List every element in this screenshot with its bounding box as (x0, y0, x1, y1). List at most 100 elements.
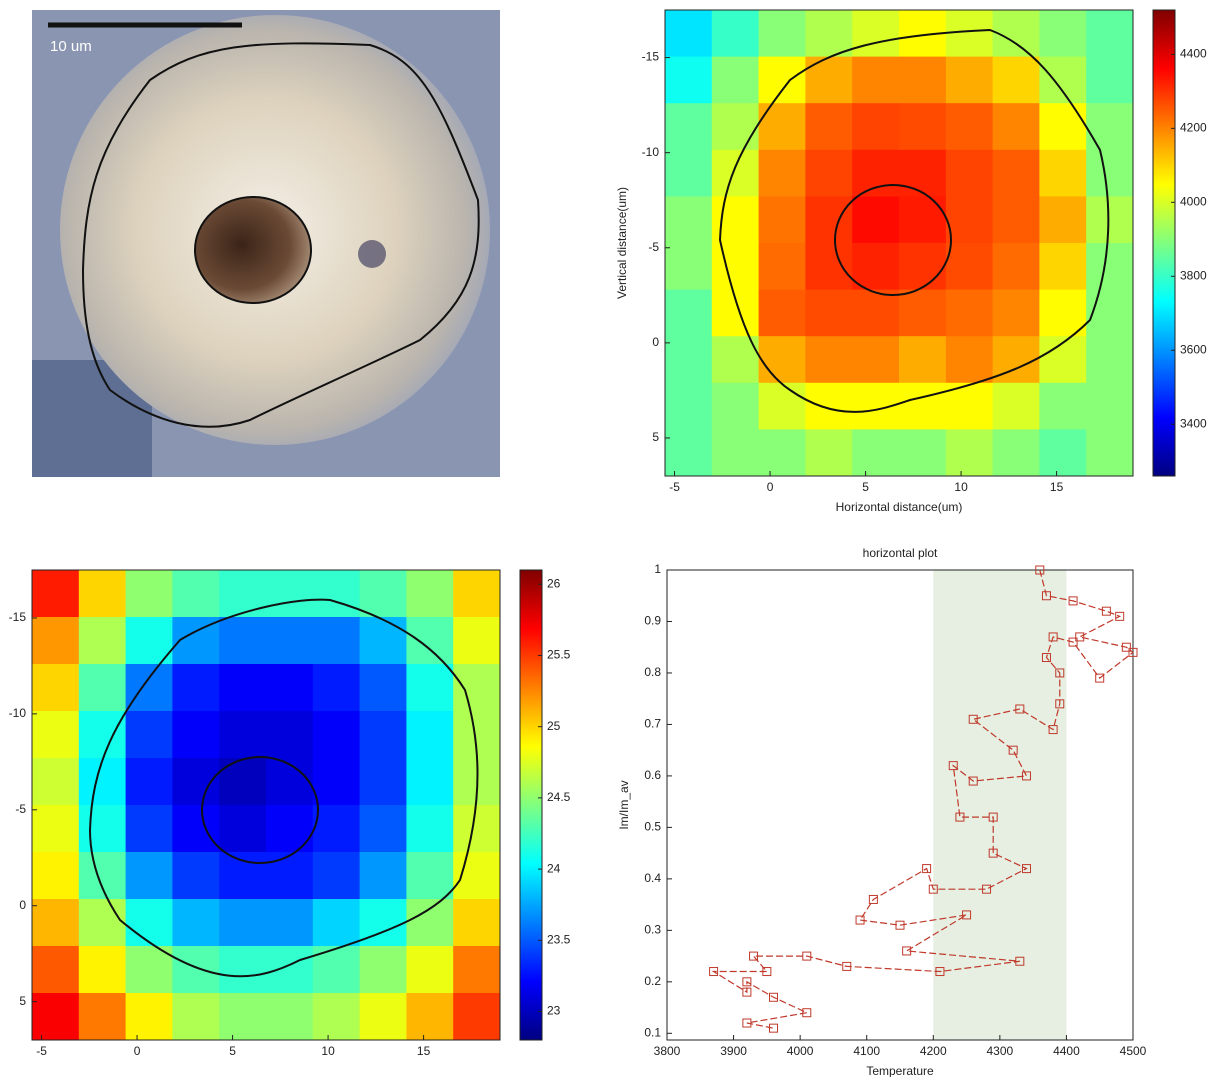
heatmap-cell (266, 899, 313, 947)
x-tick-label: 15 (417, 1044, 431, 1058)
heatmap-cell (759, 429, 806, 476)
page: {"chart_data": [ {"type": "image", "anno… (0, 0, 1216, 1077)
x-axis-label: Temperature (866, 1064, 934, 1077)
heatmap-cell (805, 290, 852, 337)
heatmap-cell (266, 711, 313, 759)
heatmap-cell (993, 196, 1040, 243)
y-tick-label: 5 (19, 994, 26, 1008)
colorbar-tick-label: 3400 (1180, 416, 1207, 430)
colorbar-tick-label: 25 (547, 719, 561, 733)
heatmap-cell (899, 429, 946, 476)
x-tick-label: 0 (767, 480, 774, 494)
heatmap-cell (126, 570, 173, 618)
heatmap-cell (712, 150, 759, 197)
heatmap-cell (946, 290, 993, 337)
heatmap-cell (406, 993, 453, 1041)
heatmap-cell (1086, 103, 1133, 150)
heatmap-cell (899, 196, 946, 243)
y-tick-label: 0.4 (644, 871, 661, 885)
heatmap-cell (899, 243, 946, 290)
colorbar-tick-label: 23.5 (547, 932, 571, 946)
heatmap-cell (852, 290, 899, 337)
heatmap-cell (993, 383, 1040, 430)
heatmap-cell (79, 993, 126, 1041)
heatmap-cell (172, 946, 219, 994)
heatmap-cell (219, 758, 266, 806)
heatmap-cell (406, 758, 453, 806)
heatmap-cell (759, 243, 806, 290)
y-tick-label: -10 (642, 145, 660, 159)
x-tick-label: 5 (862, 480, 869, 494)
heatmap-cell (79, 805, 126, 853)
heatmap-cell (993, 243, 1040, 290)
heatmap-cell (993, 429, 1040, 476)
heatmap-cell (79, 899, 126, 947)
colorbar (1153, 10, 1175, 476)
heatmap-cell (32, 946, 79, 994)
x-tick-label: 10 (954, 480, 968, 494)
heatmap-cell (266, 664, 313, 712)
heatmap-cell (899, 150, 946, 197)
heatmap-cell (805, 336, 852, 383)
heatmap-cell (79, 758, 126, 806)
heatmap-cell (219, 899, 266, 947)
heatmap-cell (852, 150, 899, 197)
heatmap-cell (219, 805, 266, 853)
heatmap-cell (805, 150, 852, 197)
heatmap-cell (32, 570, 79, 618)
heatmap-cell (219, 852, 266, 900)
heatmap-cell (759, 10, 806, 57)
heatmap-cell (126, 805, 173, 853)
heatmap-cell (32, 805, 79, 853)
heatmap-cell (1039, 10, 1086, 57)
x-tick-label: -5 (36, 1044, 47, 1058)
y-tick-label: 0.7 (644, 717, 661, 731)
heatmap-cell (266, 617, 313, 665)
heatmap-cell (712, 243, 759, 290)
y-tick-label: -15 (642, 50, 660, 64)
heatmap-cell (946, 150, 993, 197)
heatmap-cell (360, 899, 407, 947)
heatmap-cell (993, 290, 1040, 337)
heatmap-cell (665, 103, 712, 150)
x-tick-label: 10 (321, 1044, 335, 1058)
heatmap-cell (313, 570, 360, 618)
scale-bar-label: 10 um (50, 38, 92, 55)
heatmap-cell (453, 946, 500, 994)
heatmap-cell (665, 10, 712, 57)
y-tick-label: 0.8 (644, 665, 661, 679)
heatmap-cell (406, 617, 453, 665)
heatmap-cell (266, 852, 313, 900)
x-tick-label: -5 (669, 480, 680, 494)
heatmap-cell (1086, 243, 1133, 290)
heatmap-cell (219, 570, 266, 618)
heatmap-cell (759, 150, 806, 197)
heatmap-cell (805, 196, 852, 243)
heatmap-cell (759, 336, 806, 383)
heatmap-cell (1039, 150, 1086, 197)
heatmap-cell (406, 664, 453, 712)
heatmap-cell (1086, 429, 1133, 476)
heatmap-cell (32, 711, 79, 759)
heatmap-cell (805, 429, 852, 476)
heatmap-cell (406, 899, 453, 947)
heatmap-cell (360, 805, 407, 853)
heatmap-cell (946, 243, 993, 290)
colorbar-tick-label: 4200 (1180, 121, 1207, 135)
heatmap-cell (805, 103, 852, 150)
y-tick-label: -10 (9, 706, 27, 720)
heatmap-cell (852, 10, 899, 57)
chart-title: horizontal plot (863, 546, 938, 560)
figure: 10 um-5051015-15-10-505Horizontal distan… (0, 0, 1216, 1077)
heatmap-cell (1039, 383, 1086, 430)
x-tick-label: 4100 (853, 1044, 880, 1058)
heatmap-cell (993, 103, 1040, 150)
heatmap-cell (946, 10, 993, 57)
y-axis-label: Vertical distance(um) (615, 187, 629, 299)
heatmap-cell (946, 103, 993, 150)
heatmap-cell (219, 993, 266, 1041)
y-tick-label: 0.2 (644, 974, 661, 988)
heatmap-cell (759, 57, 806, 104)
heatmap-cell (453, 993, 500, 1041)
heatmap-cell (266, 805, 313, 853)
